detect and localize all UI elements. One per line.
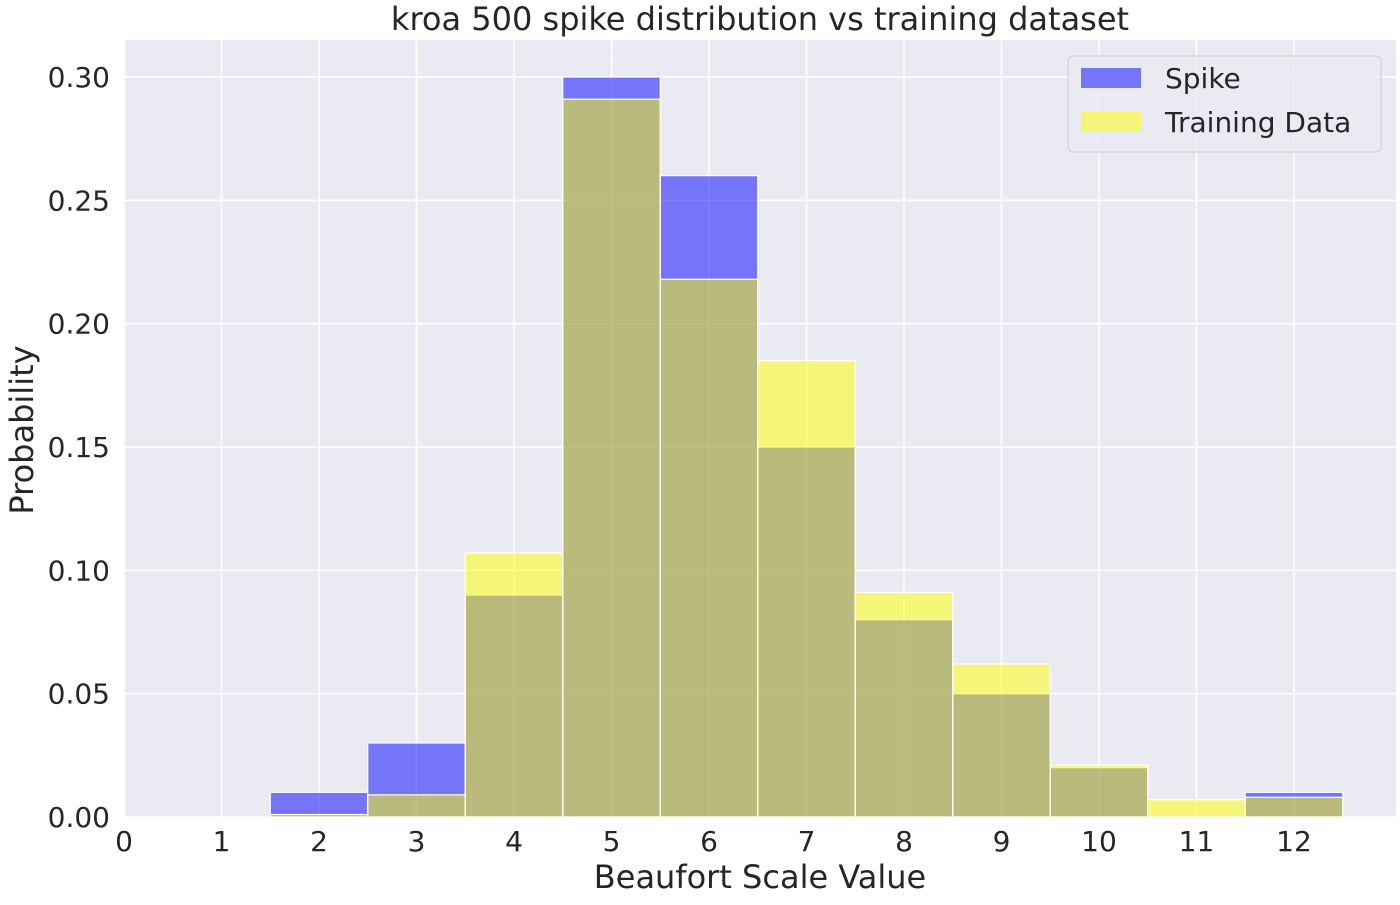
x-tick-label: 11 [1179,825,1215,858]
x-tick-label: 7 [798,825,816,858]
y-tick-label: 0.10 [48,554,110,587]
bar-training-data-11 [1147,799,1246,818]
bar-training-data-10 [1049,764,1149,818]
x-tick-label: 10 [1081,825,1117,858]
x-tick-label: 0 [115,825,133,858]
bar-training-data-5 [562,98,661,818]
legend-swatch-training-data [1081,112,1141,132]
bar-training-data-3 [367,794,466,818]
chart-title: kroa 500 spike distribution vs training … [391,0,1129,38]
x-tick-label: 4 [505,825,523,858]
bar-training-data-6 [659,278,759,818]
y-tick-label: 0.20 [48,308,110,341]
x-tick-label: 12 [1276,825,1312,858]
bars [269,76,1344,818]
bar-training-data-7 [757,360,856,818]
bar-spike-2 [269,791,369,818]
legend-label-spike: Spike [1165,62,1241,95]
legend-label-training-data: Training Data [1164,106,1351,139]
x-tick-label: 9 [993,825,1011,858]
x-tick-label: 2 [310,825,328,858]
legend-box [1067,55,1382,153]
x-tick-labels: 0 1 2 3 4 5 6 7 8 9 10 11 12 [115,825,1312,858]
y-tick-label: 0.30 [48,61,110,94]
y-tick-label: 0.25 [48,184,110,217]
bar-training-data-8 [854,591,954,818]
bar-training-data-4 [464,552,564,818]
y-tick-label: 0.00 [48,801,110,834]
x-axis-label: Beaufort Scale Value [594,858,926,896]
y-tick-label: 0.15 [48,431,110,464]
x-tick-label: 8 [895,825,913,858]
x-tick-label: 3 [408,825,426,858]
bar-training-data-12 [1244,796,1344,818]
series-training-data [269,98,1344,818]
y-tick-labels: 0.00 0.05 0.10 0.15 0.20 0.25 0.30 [48,61,110,834]
x-tick-label: 5 [603,825,621,858]
x-tick-label: 6 [700,825,718,858]
bar-training-data-2 [269,813,369,818]
y-tick-label: 0.05 [48,678,110,711]
bar-training-data-9 [952,663,1051,818]
y-axis-label: Probability [3,345,41,514]
x-tick-label: 1 [213,825,231,858]
legend-swatch-spike [1081,68,1141,88]
legend: Spike Training Data [1067,55,1382,153]
